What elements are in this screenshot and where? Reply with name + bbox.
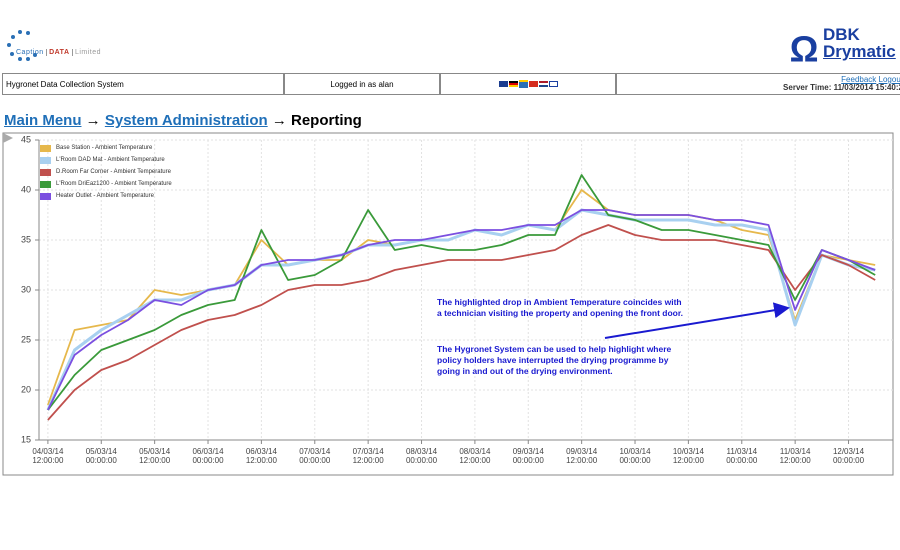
feedback-link[interactable]: Feedback: [841, 75, 877, 84]
brand-bottom: Drymatic: [823, 42, 896, 61]
legend-label[interactable]: D.Room Far Corner - Ambient Temperature: [56, 169, 171, 175]
breadcrumb-current: Reporting: [291, 112, 362, 129]
x-tick-label: 09/03/14 00:00:00: [512, 447, 544, 465]
x-tick-label: 06/03/14 00:00:00: [192, 447, 224, 465]
logo-part: Limited: [74, 49, 102, 56]
y-tick-label: 30: [21, 284, 31, 294]
y-tick-label: 35: [21, 234, 31, 244]
y-tick-label: 15: [21, 434, 31, 444]
y-tick-label: 40: [21, 184, 31, 194]
breadcrumb: Main Menu → System Administration → Repo…: [4, 112, 362, 129]
series-line: [47, 224, 876, 421]
y-tick-label: 20: [21, 384, 31, 394]
x-tick-label: 10/03/14 00:00:00: [619, 447, 651, 465]
legend-label[interactable]: Heater Outlet - Ambient Temperature: [56, 193, 154, 199]
corner-marker: [3, 133, 13, 143]
legend-label[interactable]: L'Room DriEaz1200 - Ambient Temperature: [56, 181, 172, 187]
breadcrumb-separator: →: [85, 112, 101, 129]
breadcrumb-separator: →: [271, 112, 287, 129]
chart: 15 20 25 30 35 40 45: [2, 132, 894, 476]
session-cell: Feedback Logout Server Time: 11/03/2014 …: [616, 73, 900, 95]
x-tick-label: 07/03/14 12:00:00: [352, 447, 384, 465]
legend-entry: Heater Outlet - Ambient Temperature: [40, 191, 154, 201]
user-text: Logged in as alan: [330, 79, 394, 89]
x-tick-label: 07/03/14 00:00:00: [299, 447, 331, 465]
breadcrumb-link[interactable]: Main Menu: [4, 112, 82, 129]
x-tick-label: 06/03/14 12:00:00: [245, 447, 277, 465]
system-cell: Hygronet Data Collection System: [2, 73, 284, 95]
legend-swatch: [40, 144, 51, 152]
x-tick-label: 11/03/14 00:00:00: [726, 447, 758, 465]
legend-swatch: [40, 180, 51, 188]
server-time: Server Time: 11/03/2014 15:40:2: [783, 83, 900, 92]
series-line: [47, 174, 876, 411]
brand-top: DBK: [823, 25, 860, 44]
brand: DBK Drymatic: [823, 26, 896, 60]
legend-entry: Base Station - Ambient Temperature: [40, 143, 152, 153]
series-line: [46, 208, 876, 411]
legend-swatch: [40, 192, 51, 200]
svg-text:Ω: Ω: [790, 34, 819, 68]
logo-part: DATA: [46, 49, 73, 56]
legend-entry: L'Room DriEaz1200 - Ambient Temperature: [40, 179, 172, 189]
x-tick-label: 11/03/14 12:00:00: [779, 447, 811, 465]
omega-logo: Ω: [790, 34, 819, 68]
legend-swatch: [40, 168, 51, 176]
logo: Caption DATA Limited: [16, 49, 101, 56]
legend-swatch: [40, 156, 51, 164]
x-tick-label: 04/03/14 12:00:00: [32, 447, 64, 465]
x-tick-label: 08/03/14 00:00:00: [405, 447, 438, 465]
user-cell: Logged in as alan: [284, 73, 440, 95]
x-tick-label: 05/03/14 00:00:00: [85, 447, 117, 465]
x-tick-label: 09/03/14 12:00:00: [566, 447, 598, 465]
y-tick-label: 45: [21, 134, 31, 144]
legend-label[interactable]: Base Station - Ambient Temperature: [56, 145, 153, 151]
legend-entry: D.Room Far Corner - Ambient Temperature: [40, 167, 171, 177]
breadcrumb-link[interactable]: System Administration: [104, 112, 268, 129]
x-tick-label: 10/03/14 12:00:00: [672, 447, 704, 465]
logo-part: Caption: [16, 49, 44, 56]
logo-dots: [7, 30, 37, 61]
x-tick-label: 05/03/14 12:00:00: [139, 447, 171, 465]
logout-link[interactable]: Logout: [878, 75, 900, 84]
y-tick-label: 25: [21, 334, 31, 344]
x-tick-label: 08/03/14 12:00:00: [459, 447, 491, 465]
annotation: The Hygronet System can be used to help …: [437, 344, 672, 376]
language-flags[interactable]: [440, 73, 616, 95]
legend-label[interactable]: L'Room DAD Mat - Ambient Temperature: [56, 157, 165, 163]
legend-entry: L'Room DAD Mat - Ambient Temperature: [40, 155, 165, 165]
x-tick-label: 12/03/14 00:00:00: [832, 447, 865, 465]
system-name: Hygronet Data Collection System: [6, 79, 124, 89]
series-line: [47, 209, 876, 411]
annotation: The highlighted drop in Ambient Temperat…: [437, 297, 684, 318]
